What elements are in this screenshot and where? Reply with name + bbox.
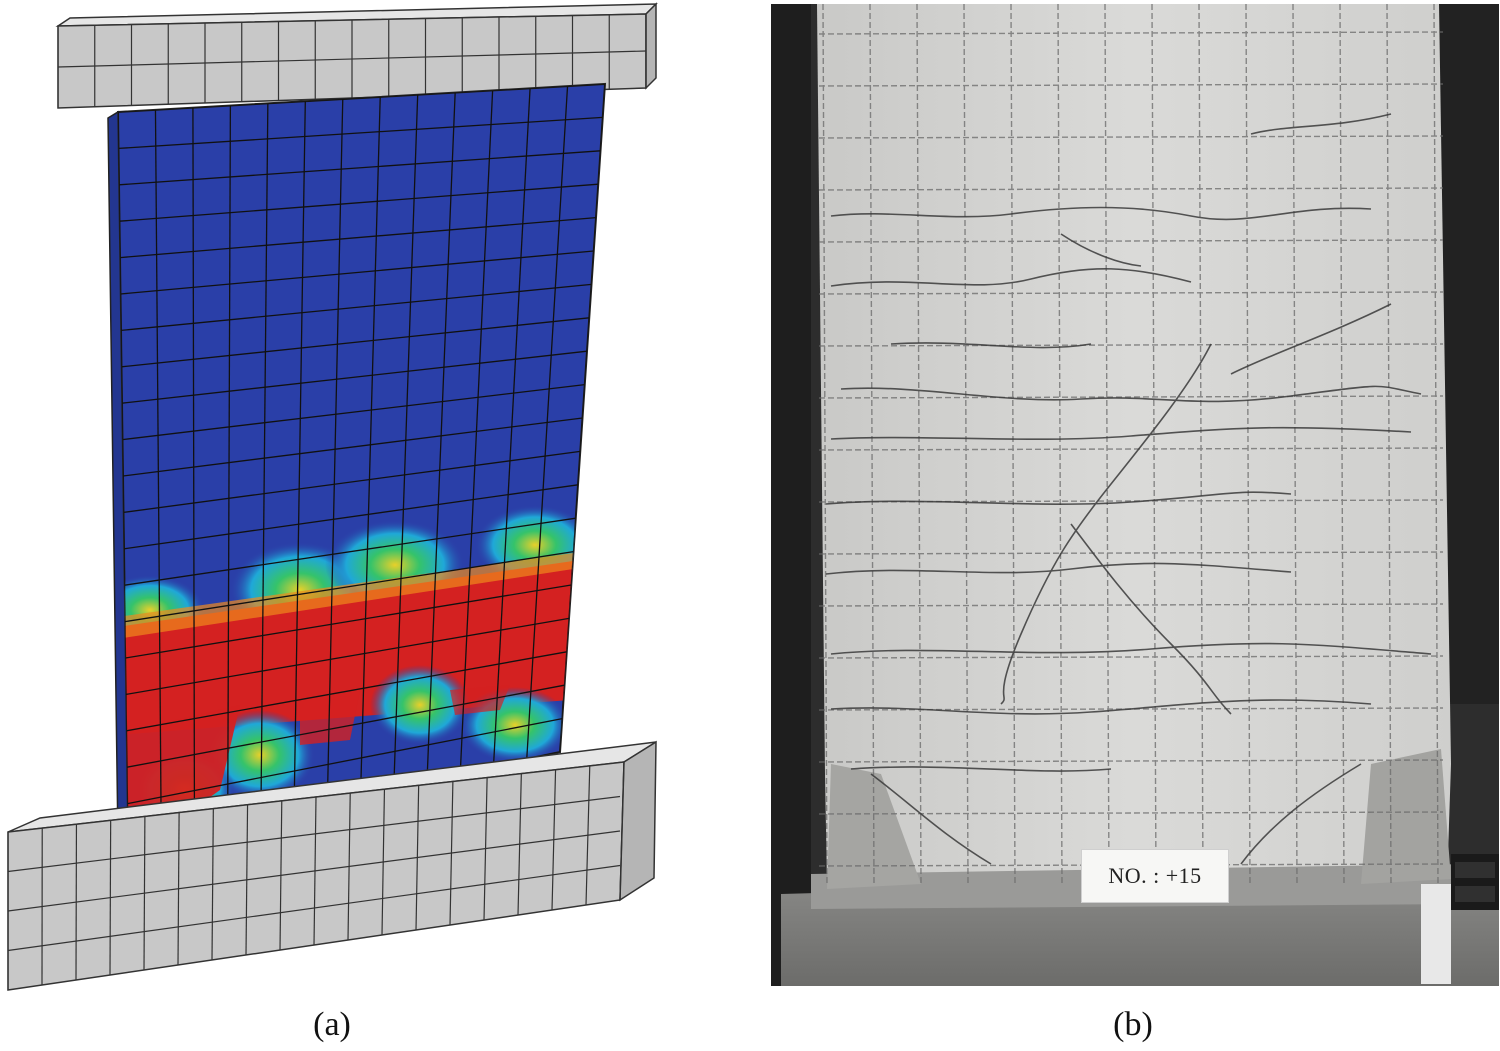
mesh-line (7, 830, 621, 912)
crack-line (850, 766, 1112, 772)
mesh-line (7, 795, 621, 873)
grid-line (818, 343, 1444, 347)
crack-line (830, 426, 1412, 441)
grid-line (1151, 4, 1157, 885)
mesh-line (119, 183, 599, 222)
mesh-line (57, 50, 647, 68)
test-photo-panel: NO. : +15 (771, 4, 1499, 986)
grid-line (818, 551, 1444, 555)
mesh-line (122, 417, 583, 477)
crack-line (1240, 763, 1362, 865)
top-loading-beam (55, 2, 658, 109)
crack-line (1230, 303, 1392, 375)
crack-line (830, 642, 1432, 655)
crack-line (1070, 523, 1232, 715)
mesh-line (124, 517, 576, 586)
wall-contour (107, 82, 607, 843)
grid-line (822, 4, 828, 885)
crack-line (1250, 113, 1392, 135)
grid-line (1292, 4, 1298, 885)
crack-line (1000, 343, 1212, 705)
mesh-line (123, 484, 579, 550)
grid-line (818, 603, 1444, 607)
grid-line (818, 291, 1444, 295)
crack-line (890, 342, 1092, 349)
grid-line (818, 239, 1444, 243)
grid-line (818, 655, 1444, 659)
mesh-line (120, 250, 594, 295)
grid-line (869, 4, 875, 885)
mesh-line (125, 584, 572, 659)
mesh-line (121, 317, 590, 368)
led-display (1421, 854, 1499, 984)
grid-line (818, 83, 1444, 87)
mesh-line (119, 216, 597, 259)
mesh-line (122, 383, 585, 441)
specimen-label-card: NO. : +15 (1081, 849, 1229, 903)
fe-model-drawing (7, 2, 658, 991)
wall-face (817, 4, 1451, 884)
mesh-line (118, 150, 601, 186)
grid-line (1104, 4, 1110, 885)
mesh-line (126, 684, 565, 768)
mesh-line (121, 350, 588, 404)
grid-line (1198, 4, 1204, 885)
grid-line (818, 863, 1444, 867)
grid-line (818, 187, 1444, 191)
crack-line (830, 267, 1192, 287)
grid-line (1057, 4, 1063, 885)
grid-line (916, 4, 922, 885)
grid-line (1245, 4, 1251, 885)
foundation-beam (7, 740, 657, 991)
grid-line (963, 4, 969, 885)
grid-line (818, 811, 1444, 815)
grid-line (818, 135, 1444, 139)
mesh-line (120, 283, 592, 332)
grid-line (818, 395, 1444, 399)
tested-wall-photo (771, 4, 1499, 986)
grid-line (818, 31, 1444, 35)
grid-line (1433, 4, 1439, 885)
mesh-line (125, 617, 570, 696)
crack-line (840, 385, 1422, 403)
mesh-line (124, 550, 574, 623)
mesh-line (123, 450, 581, 514)
crack-line (1060, 233, 1142, 267)
crack-line (830, 699, 1372, 715)
mesh-line (7, 864, 621, 952)
mesh-line (126, 651, 567, 732)
panel-a-caption: (a) (313, 1006, 351, 1043)
crack-line (870, 773, 992, 865)
grid-line (818, 447, 1444, 451)
mesh-line (619, 761, 625, 901)
crack-line (830, 206, 1372, 221)
grid-line (1339, 4, 1345, 885)
grid-line (818, 759, 1444, 763)
mesh-line (127, 717, 563, 805)
fe-model-panel (0, 0, 680, 1000)
grid-line (1386, 4, 1392, 885)
mesh-line (118, 116, 603, 150)
crack-line (825, 562, 1292, 575)
crack-line (825, 491, 1292, 505)
panel-b-caption: (b) (1113, 1006, 1153, 1043)
grid-line (1010, 4, 1016, 885)
